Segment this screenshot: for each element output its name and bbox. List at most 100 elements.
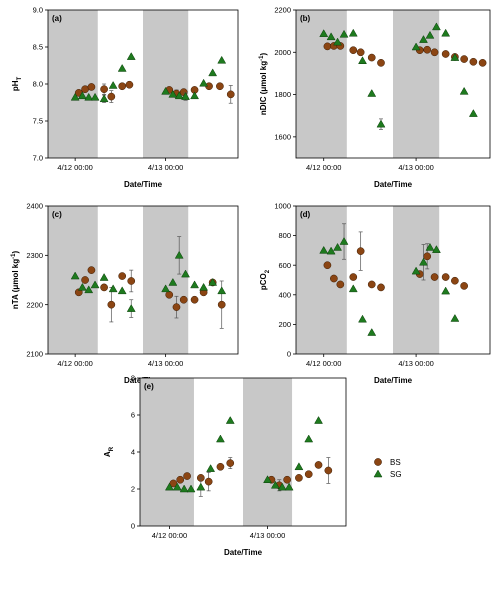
y-axis-label: pCO2 bbox=[259, 269, 271, 290]
data-point-sg bbox=[174, 91, 184, 100]
data-point-bs bbox=[216, 82, 224, 91]
data-point-sg bbox=[174, 250, 184, 259]
y-axis-label-main: nTA (μmol kg bbox=[11, 259, 20, 309]
data-point-bs bbox=[460, 282, 468, 290]
data-point-bs bbox=[107, 92, 116, 101]
data-point-bs bbox=[430, 48, 439, 57]
y-tick-label: 2 bbox=[131, 485, 135, 494]
data-point-sg bbox=[70, 271, 80, 280]
data-point-sg bbox=[172, 482, 182, 491]
data-point-sg bbox=[208, 277, 218, 286]
data-point-bs bbox=[204, 477, 213, 486]
chart-panel-a: 7.0 7.5 8.0 8.5 9.0 4/12 00:00 4/13 00:00 Date/… bbox=[11, 6, 239, 189]
night-band bbox=[143, 10, 189, 158]
data-point-sg bbox=[190, 280, 200, 289]
legend-label: BS bbox=[390, 458, 401, 467]
night-band bbox=[296, 206, 347, 354]
legend-label: SG bbox=[390, 470, 402, 479]
data-point-sg bbox=[411, 266, 421, 275]
y-axis-label: nTA (μmol kg-1) bbox=[11, 251, 20, 310]
data-point-sg bbox=[199, 282, 209, 291]
night-band bbox=[296, 10, 347, 158]
y-axis-label: nDIC (μmol kg-1) bbox=[259, 53, 268, 116]
data-point-bs bbox=[190, 295, 199, 304]
data-point-sg bbox=[186, 484, 196, 493]
data-point-sg bbox=[270, 480, 280, 489]
chart-panel-d: 0 200 400 600 800 1000 4/12 00:00 4/13 00:00 Dat… bbox=[259, 202, 491, 385]
data-point-sg bbox=[196, 482, 206, 491]
data-point-sg bbox=[108, 284, 118, 293]
chart-panel-e: 0 2 4 6 8 4/12 00:00 4/13 00:00 Date/Time AR (e) bbox=[103, 374, 347, 557]
y-axis-label-sup: -1 bbox=[11, 253, 17, 259]
data-point-sg bbox=[99, 273, 109, 281]
data-point-bs bbox=[217, 300, 226, 309]
data-point-bs bbox=[226, 90, 235, 99]
y-tick-label: 7.5 bbox=[33, 117, 43, 126]
data-point-sg bbox=[348, 28, 358, 37]
series-bs bbox=[74, 80, 235, 104]
data-point-sg bbox=[126, 304, 136, 312]
y-tick-label: 1000 bbox=[274, 202, 291, 211]
x-tick-label: 4/13 00:00 bbox=[398, 163, 433, 172]
data-point-sg bbox=[99, 94, 109, 103]
panel-label: (e) bbox=[144, 382, 154, 391]
data-point-bs bbox=[179, 295, 188, 304]
data-point-bs bbox=[423, 45, 432, 54]
data-point-sg bbox=[333, 242, 343, 251]
data-point-bs bbox=[367, 53, 376, 62]
data-point-sg bbox=[441, 28, 451, 37]
data-point-bs bbox=[100, 85, 108, 94]
data-point-bs bbox=[127, 277, 136, 285]
data-point-bs bbox=[469, 57, 478, 66]
data-point-sg bbox=[339, 237, 349, 245]
y-tick-label: 2400 bbox=[26, 202, 43, 211]
y-tick-label: 8.0 bbox=[33, 80, 43, 89]
data-point-sg bbox=[326, 246, 336, 255]
data-point-sg bbox=[199, 78, 209, 87]
data-point-bs bbox=[81, 276, 89, 284]
data-point-sg bbox=[168, 89, 178, 98]
series-sg bbox=[70, 52, 227, 103]
y-tick-label: 200 bbox=[278, 320, 291, 329]
data-point-bs bbox=[125, 80, 134, 89]
night-band bbox=[243, 378, 293, 526]
data-point-sg bbox=[468, 109, 478, 117]
x-tick-label: 4/12 00:00 bbox=[57, 359, 92, 368]
data-point-sg bbox=[90, 280, 100, 289]
data-point-sg bbox=[77, 91, 87, 100]
data-point-sg bbox=[164, 482, 174, 491]
data-point-bs bbox=[165, 290, 174, 299]
data-point-sg bbox=[319, 245, 329, 254]
data-point-sg bbox=[459, 86, 469, 95]
data-point-sg bbox=[419, 257, 428, 266]
y-axis-label-main: nDIC (μmol kg bbox=[259, 61, 268, 115]
data-point-bs bbox=[107, 300, 116, 309]
y-tick-label: 0 bbox=[131, 522, 135, 531]
data-point-sg bbox=[84, 92, 94, 101]
data-point-sg bbox=[319, 29, 329, 37]
data-point-sg bbox=[225, 416, 235, 424]
x-axis-label: Date/Time bbox=[224, 548, 263, 557]
data-point-sg bbox=[217, 286, 227, 295]
y-tick-label: 6 bbox=[131, 411, 135, 420]
y-tick-label: 0 bbox=[287, 350, 291, 359]
x-axis-label: Date/Time bbox=[124, 180, 163, 189]
y-tick-label: 7.0 bbox=[33, 154, 43, 163]
night-band bbox=[48, 206, 98, 354]
data-point-sg bbox=[126, 52, 136, 60]
data-point-sg bbox=[84, 285, 94, 294]
data-point-sg bbox=[304, 434, 314, 443]
data-point-sg bbox=[326, 32, 336, 41]
data-point-sg bbox=[161, 86, 171, 95]
data-point-bs bbox=[100, 283, 108, 292]
y-axis-label: pHT bbox=[11, 77, 23, 92]
data-point-sg bbox=[419, 35, 428, 43]
y-tick-label: 2200 bbox=[274, 6, 291, 15]
data-point-sg bbox=[168, 277, 178, 286]
plot-frame bbox=[295, 205, 491, 355]
night-band bbox=[393, 206, 440, 354]
x-tick-label: 4/12 00:00 bbox=[152, 531, 187, 540]
data-point-bs bbox=[441, 50, 450, 58]
